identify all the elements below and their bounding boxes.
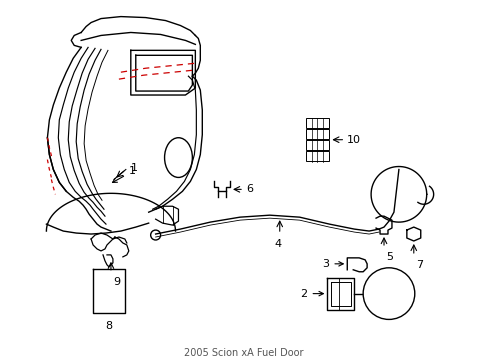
Text: 1: 1	[131, 162, 138, 172]
Text: 5: 5	[385, 252, 392, 262]
Text: 2: 2	[300, 289, 323, 298]
Text: 9: 9	[113, 277, 120, 287]
Text: 1: 1	[112, 166, 136, 183]
Bar	[305, 140, 329, 150]
Text: 10: 10	[346, 135, 361, 145]
Text: 8: 8	[105, 321, 112, 332]
Text: 4: 4	[274, 239, 281, 249]
Bar	[305, 129, 329, 139]
Text: 7: 7	[415, 260, 422, 270]
Text: 6: 6	[245, 184, 252, 194]
Text: 3: 3	[322, 259, 343, 269]
Bar	[305, 118, 329, 128]
Bar	[305, 150, 329, 161]
Text: 2005 Scion xA Fuel Door: 2005 Scion xA Fuel Door	[184, 348, 303, 358]
